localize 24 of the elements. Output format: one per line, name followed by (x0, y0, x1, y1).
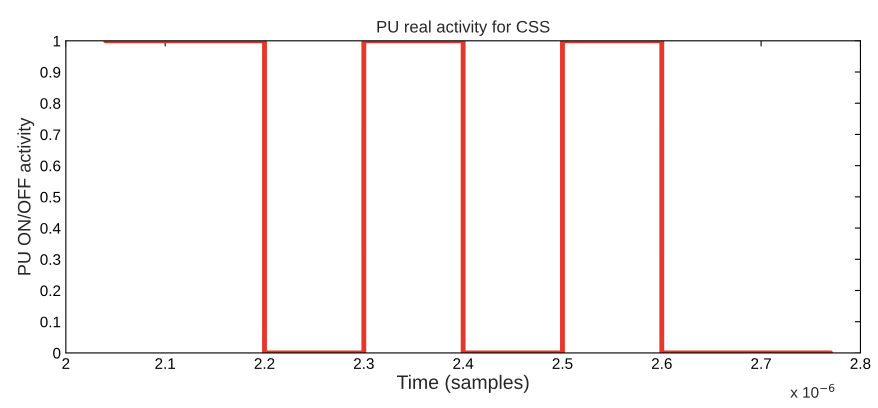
y-tick-label: 0.1 (40, 316, 60, 328)
y-tick-label: 0 (53, 348, 60, 359)
y-tick-label: 1 (54, 36, 60, 46)
x-axis-title: Time (samples) (396, 374, 529, 393)
y-tick-label: 0.6 (40, 160, 60, 172)
x-tick-label: 2.1 (155, 358, 176, 369)
y-tick-label: 0.9 (40, 66, 60, 78)
x-tick-label: 2.5 (552, 358, 572, 370)
y-tick-label: 0.8 (40, 98, 60, 109)
y-tick-label: 0.5 (40, 192, 60, 203)
x-tick-label: 2.6 (652, 358, 672, 370)
x-tick-label: 2.3 (354, 358, 374, 370)
y-tick-label: 0.2 (40, 285, 60, 296)
y-axis-title: PU ON/OFF activity (17, 118, 34, 275)
chart-title: PU real activity for CSS (377, 20, 550, 36)
x-tick-label: 2.7 (751, 358, 771, 369)
y-tick-label: 0.4 (40, 222, 61, 234)
x-tick-label: 2.2 (254, 358, 274, 369)
y-tick-label: 0.7 (40, 129, 60, 140)
x-tick-label: 2 (62, 358, 70, 369)
x-tick-label: 2.8 (850, 358, 870, 370)
y-tick-label: 0.3 (40, 254, 60, 265)
text: x 10$^{−6}$ (790, 384, 834, 398)
x-tick-label: 2.4 (453, 358, 474, 369)
